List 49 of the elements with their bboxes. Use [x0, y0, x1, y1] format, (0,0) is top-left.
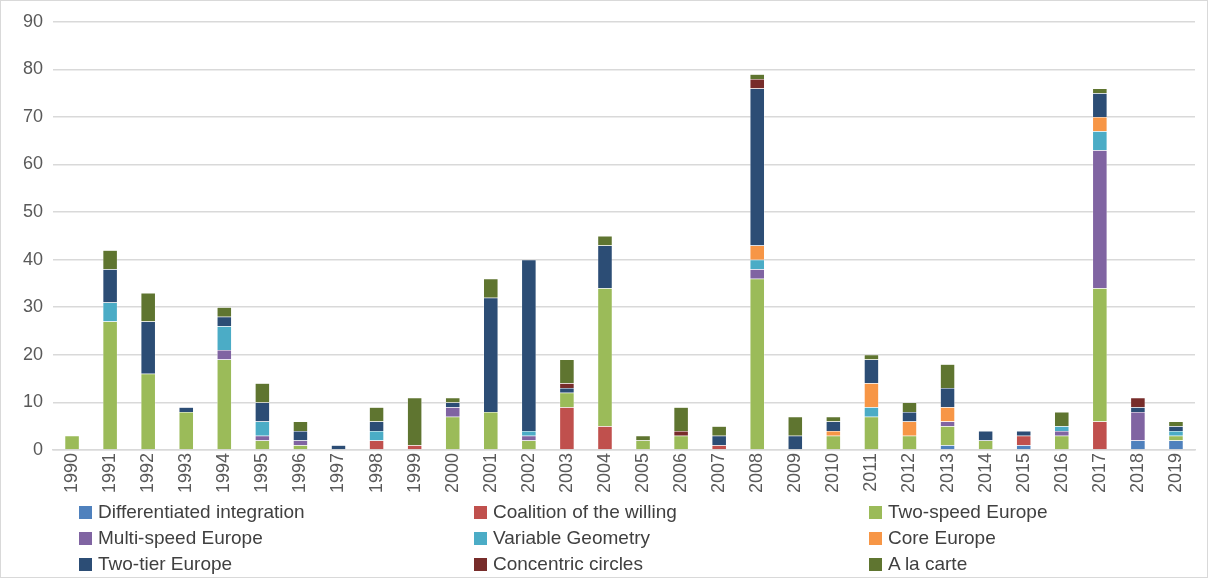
legend-label: Two-speed Europe [888, 501, 1048, 523]
x-tick-label: 2000 [441, 452, 462, 493]
y-tick-label: 70 [22, 105, 44, 126]
x-tick-label: 2008 [746, 452, 767, 493]
y-tick-label: 90 [22, 10, 44, 31]
legend-label: Multi-speed Europe [98, 527, 263, 549]
legend-label: A la carte [888, 553, 968, 575]
x-tick-label: 1998 [365, 452, 386, 493]
x-tick-label: 1991 [99, 452, 120, 493]
x-tick-label: 1996 [289, 452, 310, 493]
x-tick-label: 2005 [632, 452, 653, 493]
x-tick-label: 2014 [974, 452, 995, 493]
legend-label: Differentiated integration [98, 501, 305, 523]
y-tick-label: 20 [22, 343, 44, 364]
x-tick-label: 1999 [403, 452, 424, 493]
x-tick-label: 2006 [670, 452, 691, 493]
y-tick-label: 60 [22, 153, 44, 174]
x-tick-label: 2019 [1164, 452, 1185, 493]
y-tick-label: 80 [22, 58, 44, 79]
legend-label: Core Europe [888, 527, 996, 549]
y-tick-label: 10 [22, 391, 44, 412]
x-tick-label: 2002 [517, 452, 538, 493]
x-tick-label: 2017 [1088, 452, 1109, 493]
x-tick-label: 2003 [555, 452, 576, 493]
x-tick-label: 2015 [1012, 452, 1033, 493]
x-tick-label: 2011 [860, 452, 881, 492]
x-tick-label: 2010 [822, 452, 843, 493]
y-tick-label: 0 [33, 438, 44, 459]
legend-label: Variable Geometry [493, 527, 650, 549]
x-tick-label: 1993 [175, 452, 196, 493]
x-tick-label: 2018 [1126, 452, 1147, 493]
x-tick-label: 2013 [936, 452, 957, 493]
x-tick-label: 1994 [213, 452, 234, 493]
x-tick-label: 1995 [251, 452, 272, 493]
x-tick-label: 2001 [479, 452, 500, 493]
x-tick-label: 1992 [137, 452, 158, 493]
x-tick-label: 2004 [593, 452, 614, 493]
y-tick-label: 40 [22, 248, 44, 269]
legend-label: Two-tier Europe [98, 553, 233, 575]
y-tick-label: 30 [22, 296, 44, 317]
y-tick-label: 50 [22, 201, 44, 222]
legend-label: Coalition of the willing [493, 501, 677, 523]
x-tick-label: 2009 [784, 452, 805, 493]
legend-label: Concentric circles [493, 553, 643, 575]
x-tick-label: 2007 [708, 452, 729, 493]
x-tick-label: 1997 [327, 452, 348, 493]
x-tick-label: 2016 [1050, 452, 1071, 493]
x-tick-label: 1990 [61, 452, 82, 493]
x-tick-label: 2012 [898, 452, 919, 493]
